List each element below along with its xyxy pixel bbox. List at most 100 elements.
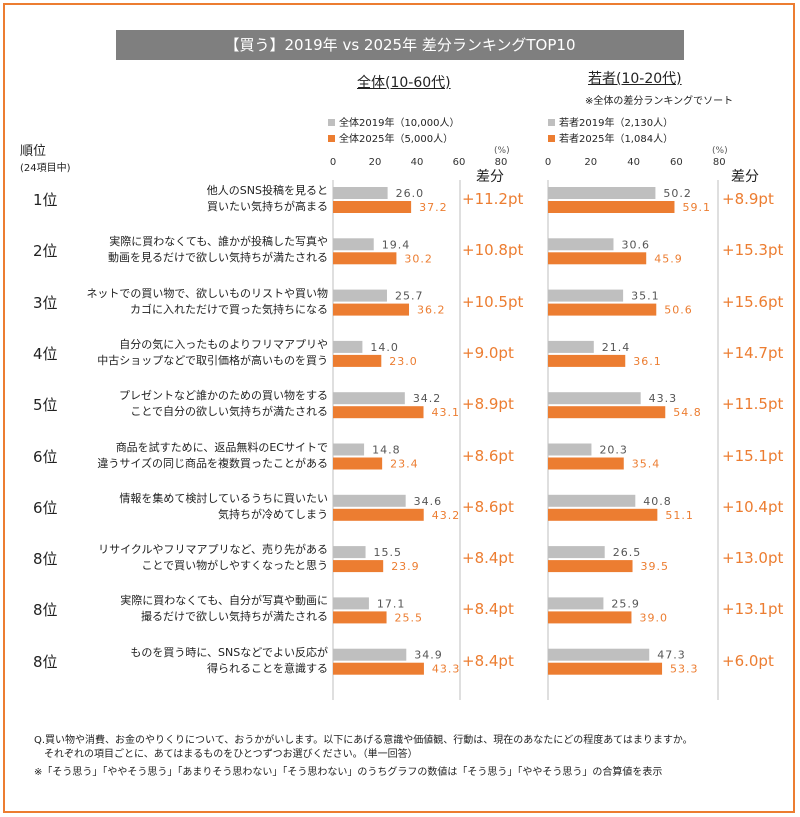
bar-young-2019 xyxy=(548,340,594,353)
bar-young-2019 xyxy=(548,238,614,251)
rank-label: 8位 xyxy=(33,550,58,569)
diff-label-young: +15.6pt xyxy=(722,292,784,311)
value-label-young-2025: 50.6 xyxy=(664,304,693,317)
bar-young-2025 xyxy=(548,508,658,521)
tick-label-all: 0 xyxy=(330,157,336,168)
legend-all-2019: 全体2019年（10,000人） xyxy=(328,118,459,130)
bar-young-2019 xyxy=(548,648,650,661)
value-label-young-2025: 35.4 xyxy=(632,458,661,471)
bar-all-2025 xyxy=(333,252,397,265)
value-label-young-2019: 26.5 xyxy=(613,546,642,559)
value-label-young-2019: 21.4 xyxy=(602,341,631,354)
rank-label: 2位 xyxy=(33,242,58,261)
item-label-line2: 撮るだけで欲しい気持ちが満たされる xyxy=(141,610,328,624)
value-label-young-2025: 51.1 xyxy=(665,509,694,522)
value-label-all-2019: 25.7 xyxy=(395,290,424,303)
value-label-young-2019: 25.9 xyxy=(611,597,640,610)
bar-all-2019 xyxy=(333,392,405,405)
bar-young-2025 xyxy=(548,303,657,316)
item-label-line2: 動画を見るだけで欲しい気持ちが満たされる xyxy=(108,251,328,265)
item-label: ものを買う時に、SNSなどでよい反応が得られることを意識する xyxy=(0,645,328,677)
item-label-line2: 違うサイズの同じ商品を複数買ったことがある xyxy=(97,456,328,470)
item-label-line1: リサイクルやフリマアプリなど、売り先がある xyxy=(98,543,328,557)
bar-young-2019 xyxy=(548,392,641,405)
diff-label-all: +8.4pt xyxy=(462,549,514,568)
rank-label: 4位 xyxy=(33,344,58,363)
value-label-all-2025: 36.2 xyxy=(417,304,446,317)
value-label-all-2025: 43.1 xyxy=(432,406,461,419)
item-label: 情報を集めて検討しているうちに買いたい 気持ちが冷めてしまう xyxy=(0,491,328,523)
bar-all-2025 xyxy=(333,611,387,624)
item-label-line1: 実際に買わなくても、誰かが投稿した写真や xyxy=(109,235,328,249)
diff-label-young: +13.1pt xyxy=(722,600,784,619)
diff-label-young: +6.0pt xyxy=(722,651,774,670)
panel-title-all: 全体(10-60代) xyxy=(357,75,451,91)
item-label-line2: ことで買い物がしやすくなったと思う xyxy=(141,559,328,573)
bar-all-2025 xyxy=(333,560,384,573)
value-label-all-2025: 23.4 xyxy=(390,458,419,471)
diff-label-all: +8.4pt xyxy=(462,651,514,670)
diff-label-young: +13.0pt xyxy=(722,549,784,568)
bar-all-2019 xyxy=(333,289,387,302)
tick-label-young: 0 xyxy=(545,157,551,168)
item-label-line2: ことで自分の欲しい気持ちが満たされる xyxy=(130,405,328,419)
rank-label: 6位 xyxy=(33,498,58,517)
bar-all-2025 xyxy=(333,662,424,675)
item-label-line1: ものを買う時に、SNSなどでよい反応が xyxy=(130,645,328,659)
item-label-line2: 買いたい気持ちが高まる xyxy=(207,200,328,213)
pct-unit-all: (%) xyxy=(494,146,510,156)
chart-frame xyxy=(3,3,795,813)
value-label-all-2019: 34.9 xyxy=(414,649,443,662)
value-label-all-2025: 43.3 xyxy=(432,663,461,676)
diff-label-young: +10.4pt xyxy=(722,497,784,516)
rank-label: 5位 xyxy=(33,396,58,415)
value-label-young-2019: 43.3 xyxy=(649,392,678,405)
value-label-young-2019: 40.8 xyxy=(643,495,672,508)
legend-young-2019-label: 若者2019年（2,130人） xyxy=(559,118,674,129)
rank-header-label: 順位 xyxy=(20,144,47,159)
value-label-all-2019: 34.6 xyxy=(414,495,443,508)
bar-all-2019 xyxy=(333,443,365,456)
item-label: リサイクルやフリマアプリなど、売り先があることで買い物がしやすくなったと思う xyxy=(0,542,328,574)
diff-label-young: +11.5pt xyxy=(722,395,784,414)
diff-header-young: 差分 xyxy=(731,169,759,185)
value-label-young-2019: 50.2 xyxy=(663,187,692,200)
item-label-line2: 得られることを意識する xyxy=(207,661,328,675)
rank-header: 順位 (24項目中) xyxy=(20,143,71,177)
item-label-line1: ネットでの買い物で、欲しいものリストや買い物 xyxy=(86,286,328,300)
value-label-all-2019: 14.0 xyxy=(370,341,399,354)
pct-unit-young: (%) xyxy=(712,146,728,156)
diff-label-all: +8.4pt xyxy=(462,600,514,619)
value-label-all-2025: 25.5 xyxy=(395,611,424,624)
item-label-line2: カゴに入れただけで買った気持ちになる xyxy=(130,302,328,316)
bar-all-2025 xyxy=(333,354,382,367)
rank-header-sub: (24項目中) xyxy=(20,163,71,174)
bar-all-2025 xyxy=(333,201,412,213)
value-label-young-2025: 39.5 xyxy=(641,560,670,573)
tick-label-all: 20 xyxy=(369,157,382,168)
item-label: プレゼントなど誰かのための買い物をする ことで自分の欲しい気持ちが満たされる xyxy=(0,388,328,420)
bar-all-2019 xyxy=(333,494,406,507)
value-label-all-2019: 34.2 xyxy=(413,392,442,405)
bar-all-2025 xyxy=(333,303,410,316)
value-label-all-2019: 26.0 xyxy=(396,187,425,200)
bar-all-2025 xyxy=(333,406,424,419)
rank-label: 8位 xyxy=(33,601,58,620)
value-label-young-2025: 54.8 xyxy=(673,406,702,419)
diff-label-all: +10.8pt xyxy=(462,241,524,260)
item-label-line1: 実際に買わなくても、自分が写真や動画に xyxy=(120,594,328,608)
bar-all-2019 xyxy=(333,238,374,251)
value-label-young-2019: 30.6 xyxy=(621,238,650,251)
rank-label: 8位 xyxy=(33,652,58,671)
bar-all-2025 xyxy=(333,457,383,470)
value-label-all-2019: 14.8 xyxy=(372,444,401,457)
rank-label: 3位 xyxy=(33,293,58,312)
panel-title-young: 若者(10-20代) xyxy=(588,71,682,87)
diff-label-all: +8.9pt xyxy=(462,395,514,414)
bar-all-2019 xyxy=(333,546,366,559)
item-label: 実際に買わなくても、誰かが投稿した写真や 動画を見るだけで欲しい気持ちが満たされる xyxy=(0,234,328,266)
diff-label-all: +8.6pt xyxy=(462,497,514,516)
bar-all-2019 xyxy=(333,648,407,661)
value-label-young-2019: 35.1 xyxy=(631,290,660,303)
